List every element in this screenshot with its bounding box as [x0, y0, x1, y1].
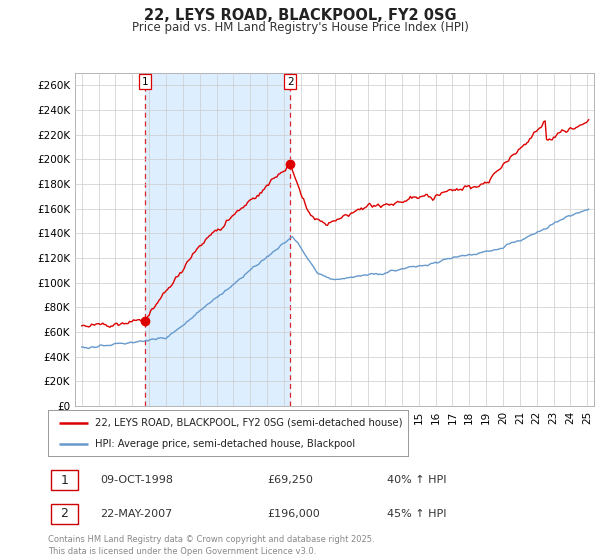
Text: 45% ↑ HPI: 45% ↑ HPI	[388, 509, 447, 519]
Text: 09-OCT-1998: 09-OCT-1998	[100, 475, 173, 485]
Text: 2: 2	[60, 507, 68, 520]
Bar	[145, 73, 290, 406]
Text: 22-MAY-2007: 22-MAY-2007	[100, 509, 172, 519]
Text: Price paid vs. HM Land Registry's House Price Index (HPI): Price paid vs. HM Land Registry's House …	[131, 21, 469, 34]
Text: 40% ↑ HPI: 40% ↑ HPI	[388, 475, 447, 485]
FancyBboxPatch shape	[50, 504, 78, 524]
Text: £196,000: £196,000	[267, 509, 320, 519]
FancyBboxPatch shape	[50, 470, 78, 490]
Text: 22, LEYS ROAD, BLACKPOOL, FY2 0SG (semi-detached house): 22, LEYS ROAD, BLACKPOOL, FY2 0SG (semi-…	[95, 418, 403, 428]
Text: 1: 1	[60, 474, 68, 487]
Text: 1: 1	[142, 77, 148, 87]
Text: 2: 2	[287, 77, 293, 87]
Text: £69,250: £69,250	[267, 475, 313, 485]
Text: Contains HM Land Registry data © Crown copyright and database right 2025.
This d: Contains HM Land Registry data © Crown c…	[48, 535, 374, 556]
Text: HPI: Average price, semi-detached house, Blackpool: HPI: Average price, semi-detached house,…	[95, 439, 355, 449]
Text: 22, LEYS ROAD, BLACKPOOL, FY2 0SG: 22, LEYS ROAD, BLACKPOOL, FY2 0SG	[143, 8, 457, 24]
